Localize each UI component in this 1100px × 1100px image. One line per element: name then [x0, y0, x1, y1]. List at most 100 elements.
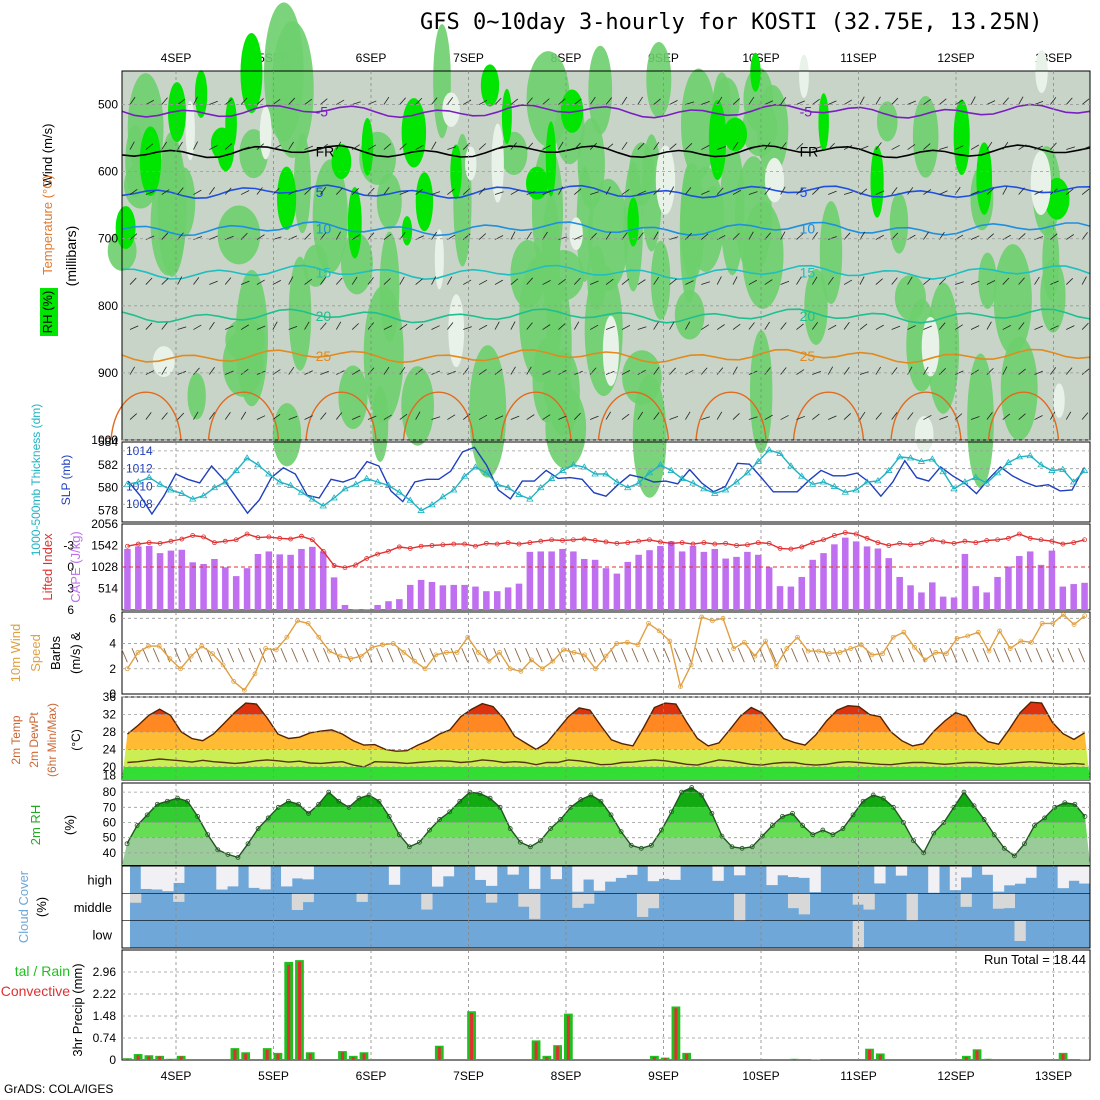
- wind-barb: [970, 96, 976, 105]
- surface-wind-barb: [344, 647, 352, 663]
- wind-speed-line-point: [1029, 639, 1034, 645]
- wind-barb: [304, 321, 310, 330]
- wind-speed-line-point: [316, 634, 322, 640]
- wind-barb: [605, 278, 614, 285]
- wind-barb: [129, 413, 138, 420]
- wind-barb: [304, 188, 312, 195]
- wind-barb: [589, 96, 596, 105]
- surface-wind-barb: [759, 647, 766, 663]
- wind-barb: [1002, 325, 1011, 330]
- wind-speed-line-point: [709, 618, 715, 624]
- wind-axis-label: Wind (m/s): [40, 124, 55, 187]
- date-label-bottom: 12SEP: [937, 1069, 974, 1083]
- rh-line-point: [729, 844, 735, 850]
- wind-speed-line-point: [273, 647, 279, 653]
- wind-barb: [717, 146, 726, 150]
- wind-barb: [1065, 278, 1074, 285]
- precip-tick-label: 2.96: [93, 965, 117, 979]
- rh-moist-area: [894, 275, 926, 321]
- thickness-line-point: [613, 478, 621, 485]
- li-line-point: [473, 543, 478, 549]
- wind-barb: [129, 188, 138, 195]
- wind-barb: [1050, 280, 1059, 285]
- li-line-point: [712, 541, 718, 547]
- wind-barb: [796, 233, 804, 240]
- li-line-point: [212, 540, 217, 546]
- wind-barb: [431, 276, 437, 285]
- cape-bar: [254, 553, 262, 610]
- wind-barb: [351, 369, 361, 375]
- wind-barb: [907, 412, 914, 420]
- wind-barb: [589, 367, 597, 375]
- date-label-bottom: 5SEP: [258, 1069, 289, 1083]
- date-label-top: 10SEP: [742, 51, 779, 65]
- wind-barb: [510, 98, 519, 105]
- wind-barb: [288, 416, 298, 420]
- wind-barb: [542, 231, 548, 240]
- surface-wind-barb: [184, 647, 192, 663]
- wind-barb: [510, 321, 516, 330]
- li-line-point: [1038, 537, 1044, 543]
- cloud-gap: [798, 893, 811, 915]
- surface-wind-barb: [174, 647, 181, 663]
- precip-convective-bar: [297, 961, 301, 1060]
- wind-barb: [224, 277, 232, 285]
- li-axis-label: Lifted Index: [40, 533, 55, 601]
- wind-barb: [558, 369, 567, 375]
- wind-barb: [447, 97, 454, 105]
- wind-barb: [907, 144, 916, 150]
- cloud-gap: [442, 866, 455, 877]
- wind-tick-label: 6: [109, 611, 116, 625]
- thickness-tick-label: 582: [98, 458, 118, 472]
- wind-barb: [478, 279, 488, 285]
- rh-saturated-area: [976, 142, 993, 215]
- wind-barb: [1066, 234, 1074, 240]
- wind-barb: [447, 322, 454, 330]
- cloud-gap: [863, 893, 875, 910]
- wind10m-axis-label-b: Speed: [28, 634, 43, 672]
- cloud-gap: [302, 893, 314, 903]
- chart-title: GFS 0~10day 3-hourly for KOSTI (32.75E, …: [420, 10, 1043, 35]
- wind-barb: [669, 99, 678, 105]
- cloud-gap: [787, 893, 800, 909]
- cape-bar: [929, 582, 936, 610]
- wind-barb: [320, 412, 327, 420]
- cape-bar: [526, 551, 534, 610]
- li-line-point: [255, 535, 261, 541]
- wind-barb: [256, 143, 265, 150]
- wind-barb: [288, 141, 294, 150]
- thickness-line-point: [972, 473, 980, 480]
- wind-barb: [478, 369, 487, 375]
- rh-line-point: [1011, 853, 1017, 859]
- cape-bar: [374, 604, 381, 610]
- rh-legend-swatch: [40, 288, 58, 336]
- wind-barb: [590, 280, 599, 285]
- cape-bar: [330, 577, 338, 610]
- cloud-gap: [626, 866, 638, 875]
- wind-barb: [431, 231, 437, 240]
- wind-barb: [780, 367, 787, 375]
- wind-barb: [1018, 233, 1026, 240]
- surface-wind-barb: [780, 647, 788, 663]
- li-line-point: [505, 540, 511, 546]
- precip-convective-bar: [362, 1053, 366, 1060]
- rh-line-point: [860, 798, 866, 804]
- wind-barb: [526, 277, 534, 285]
- wind-barb: [827, 366, 834, 375]
- precip-legend-total: tal / Rain: [15, 963, 70, 979]
- wind-barb: [780, 415, 789, 420]
- wind-barb: [367, 277, 374, 285]
- thickness-line-point: [580, 463, 588, 470]
- li-line-point: [723, 540, 729, 546]
- precip-frame: [121, 949, 1091, 1061]
- wind-barb: [193, 96, 199, 105]
- cloud-gap: [1025, 866, 1037, 878]
- wind-speed-line-point: [231, 678, 237, 684]
- surface-wind-barb: [280, 647, 288, 663]
- wind-barb: [1002, 141, 1009, 150]
- surface-wind-barb: [716, 647, 724, 663]
- rh-line-point: [376, 798, 382, 804]
- rh-line-point: [1042, 815, 1048, 821]
- wind-barb: [986, 141, 993, 150]
- wind-barb: [748, 416, 758, 420]
